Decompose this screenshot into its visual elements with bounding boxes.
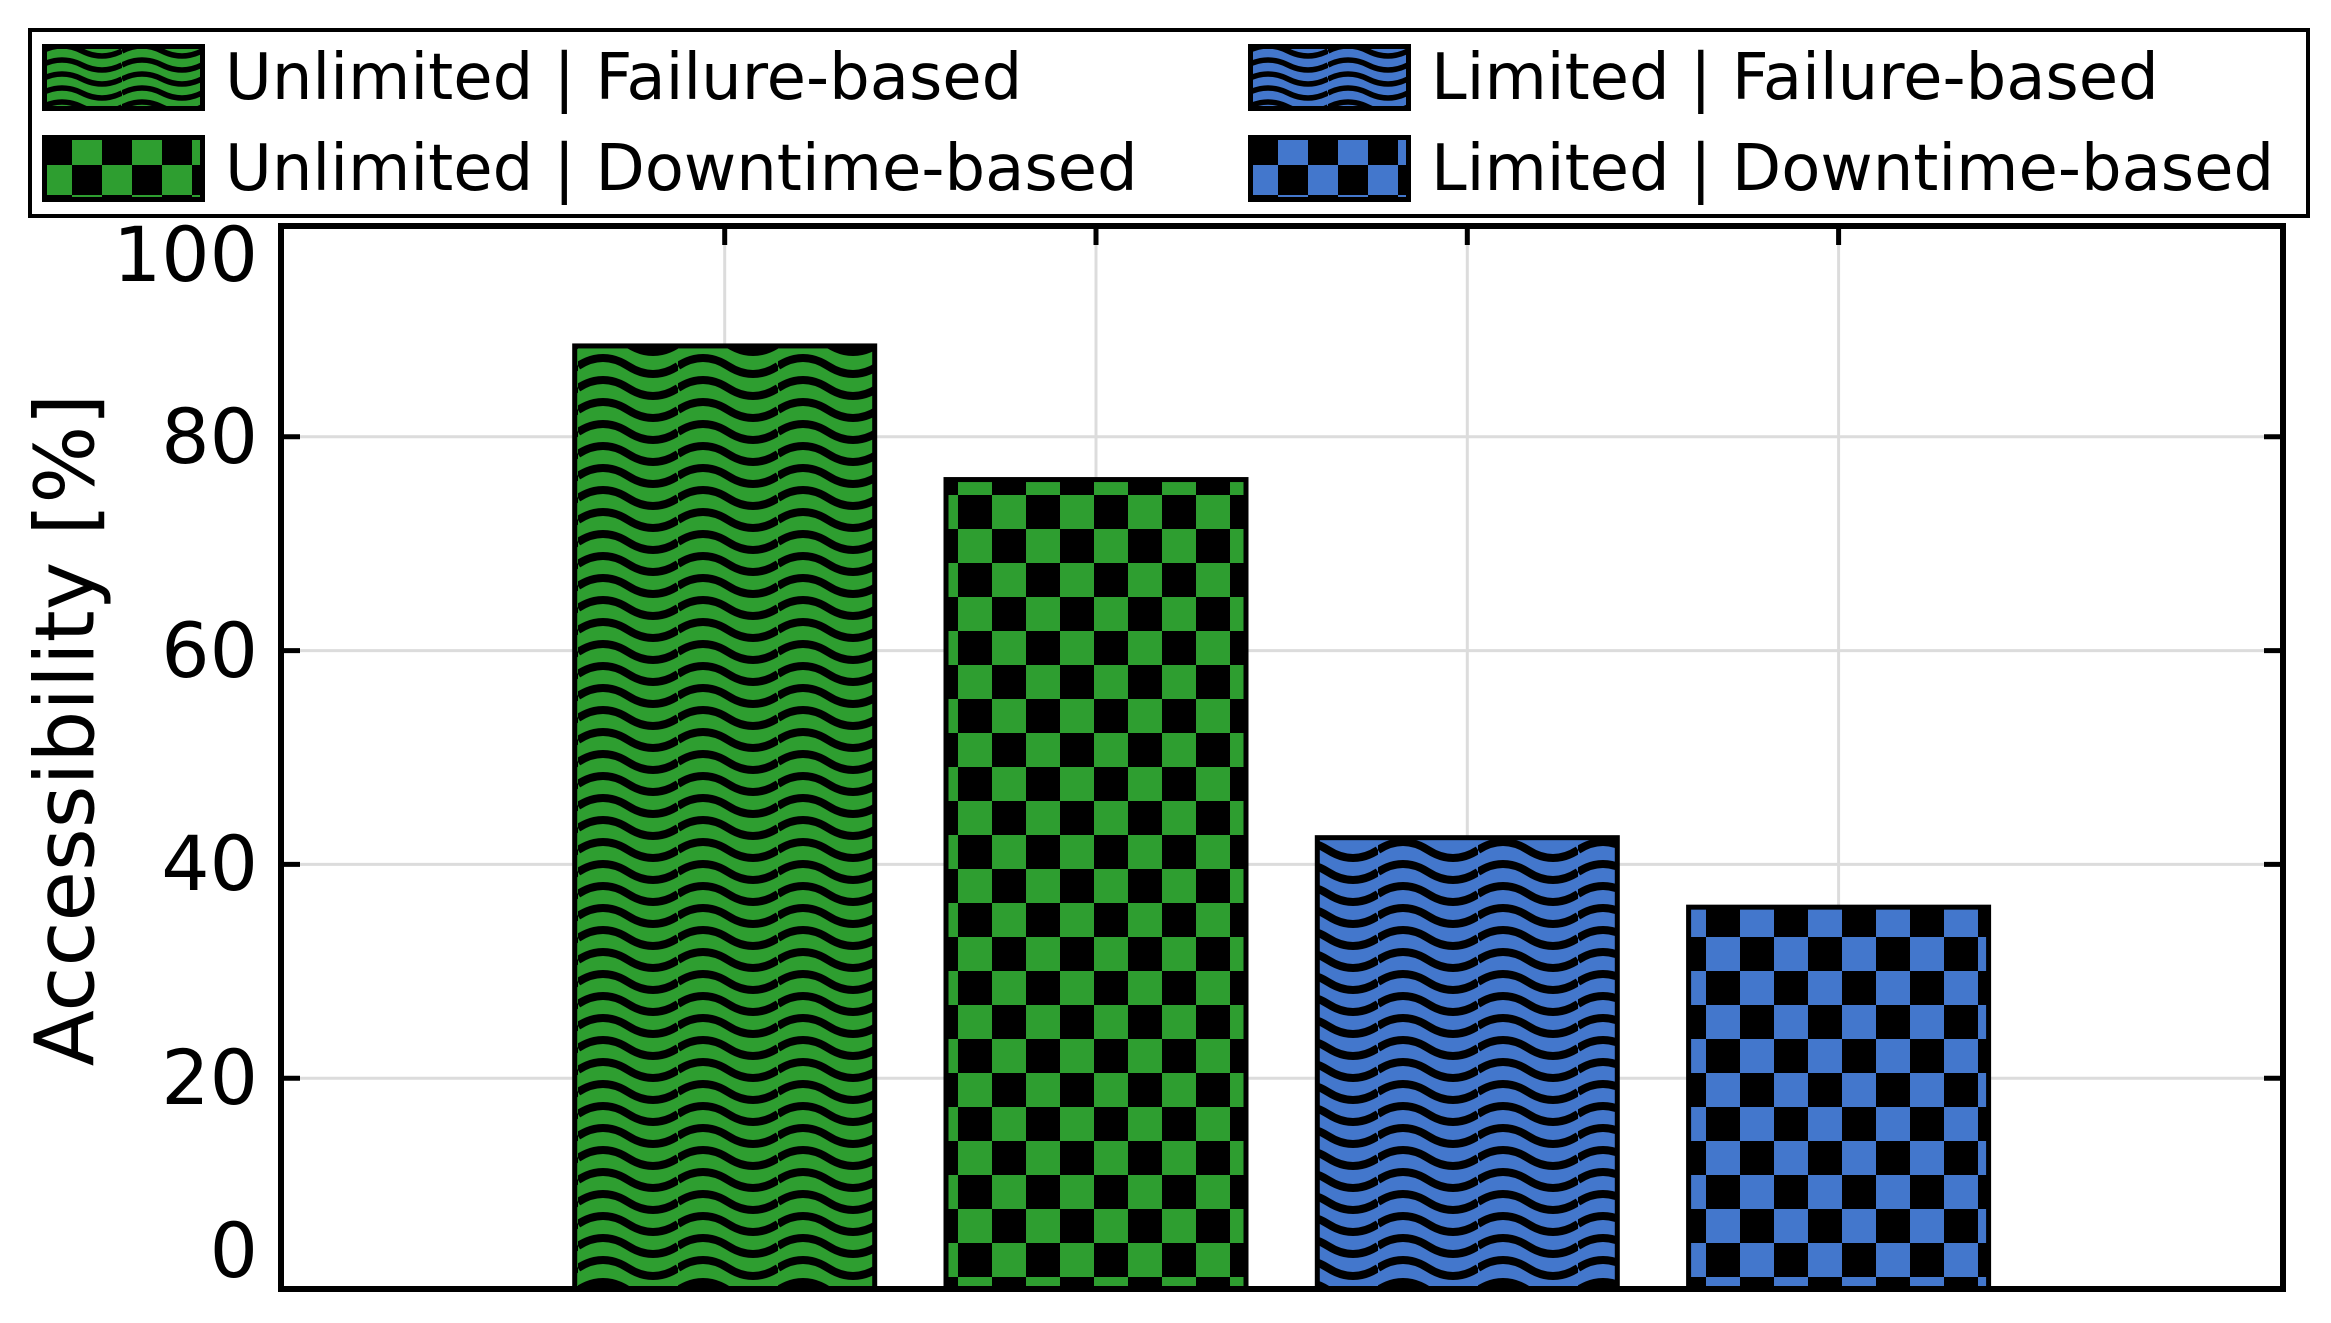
legend-item-limited-failure-based: Limited | Failure-based <box>1248 44 2306 111</box>
legend-swatch-green-checker-icon <box>42 135 205 202</box>
y-tick-label-80: 80 <box>161 391 258 481</box>
legend-item-unlimited-failure-based: Unlimited | Failure-based <box>42 44 1248 111</box>
bar-limited-downtime-based <box>1686 904 1992 1295</box>
legend-swatch-green-wave-icon <box>42 44 205 111</box>
y-tick-label-60: 60 <box>161 605 258 695</box>
y-tick-label-40: 40 <box>161 819 258 909</box>
plot-area <box>278 223 2286 1295</box>
legend-label: Unlimited | Failure-based <box>225 40 1023 115</box>
bar-unlimited-failure-based <box>572 343 878 1295</box>
legend-swatch-blue-wave-icon <box>1248 44 1411 111</box>
y-tick-label-0: 0 <box>209 1206 258 1295</box>
v-gridlines <box>723 223 1841 1292</box>
legend-label: Limited | Downtime-based <box>1431 131 2275 206</box>
legend-swatch-blue-checker-icon <box>1248 135 1411 202</box>
axes-border <box>278 223 2286 1292</box>
plot-svg <box>278 223 2286 1295</box>
y-tick-label-100: 100 <box>112 210 258 299</box>
legend-label: Limited | Failure-based <box>1431 40 2159 115</box>
bar-unlimited-downtime-based <box>943 477 1249 1295</box>
bar-limited-failure-based <box>1314 835 1620 1295</box>
y-tick-label-20: 20 <box>161 1033 258 1123</box>
bars <box>572 343 1992 1295</box>
legend: Unlimited | Failure-based Limited | Failu… <box>28 28 2310 218</box>
legend-item-limited-downtime-based: Limited | Downtime-based <box>1248 135 2306 202</box>
y-axis-label: Accessibility [%] <box>18 393 114 1067</box>
legend-label: Unlimited | Downtime-based <box>225 131 1138 206</box>
legend-item-unlimited-downtime-based: Unlimited | Downtime-based <box>42 135 1248 202</box>
